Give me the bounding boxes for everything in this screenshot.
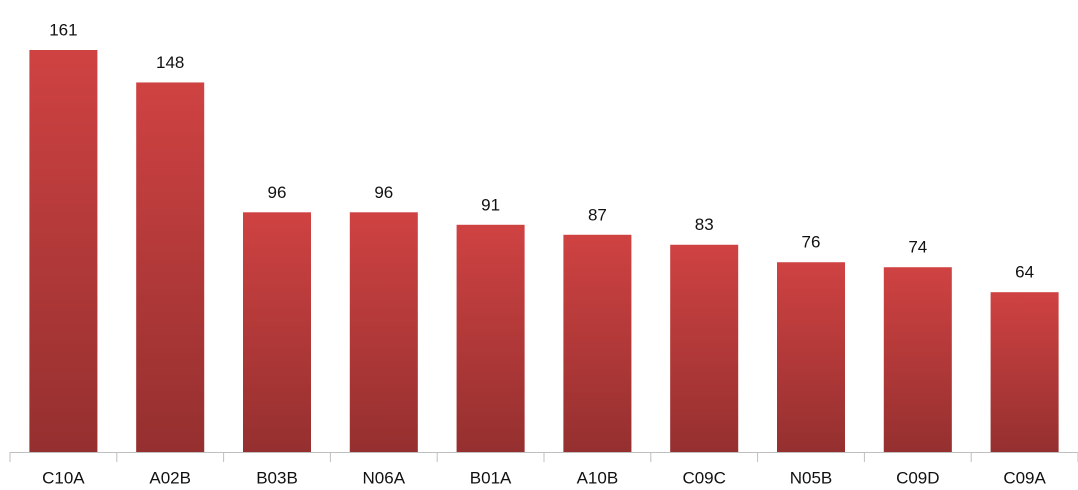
value-label: 87 bbox=[588, 205, 607, 224]
x-tick-label: A02B bbox=[149, 468, 191, 487]
x-tick-label: C10A bbox=[42, 468, 85, 487]
value-label: 83 bbox=[695, 215, 714, 234]
value-label: 64 bbox=[1015, 263, 1034, 282]
bar bbox=[136, 82, 205, 452]
x-tick-label: C09A bbox=[1003, 468, 1046, 487]
x-tick-label: C09C bbox=[682, 468, 725, 487]
value-label: 91 bbox=[481, 195, 500, 214]
x-tick-label: C09D bbox=[896, 468, 939, 487]
bar bbox=[670, 244, 739, 452]
bar bbox=[29, 50, 98, 452]
bar bbox=[243, 212, 311, 452]
value-label: 74 bbox=[908, 238, 927, 257]
value-label: 76 bbox=[802, 233, 821, 252]
bar bbox=[349, 212, 418, 452]
value-label: 161 bbox=[49, 20, 77, 39]
bar bbox=[777, 262, 845, 452]
bar bbox=[883, 267, 952, 452]
bar bbox=[990, 292, 1059, 452]
value-label: 148 bbox=[156, 53, 184, 72]
bar bbox=[456, 224, 525, 452]
bar bbox=[563, 234, 632, 452]
x-tick-label: N05B bbox=[790, 468, 833, 487]
value-label: 96 bbox=[374, 183, 393, 202]
x-tick-label: N06A bbox=[363, 468, 406, 487]
x-tick-label: B01A bbox=[470, 468, 512, 487]
x-tick-label: A10B bbox=[577, 468, 619, 487]
value-label: 96 bbox=[268, 183, 287, 202]
x-tick-label: B03B bbox=[256, 468, 298, 487]
